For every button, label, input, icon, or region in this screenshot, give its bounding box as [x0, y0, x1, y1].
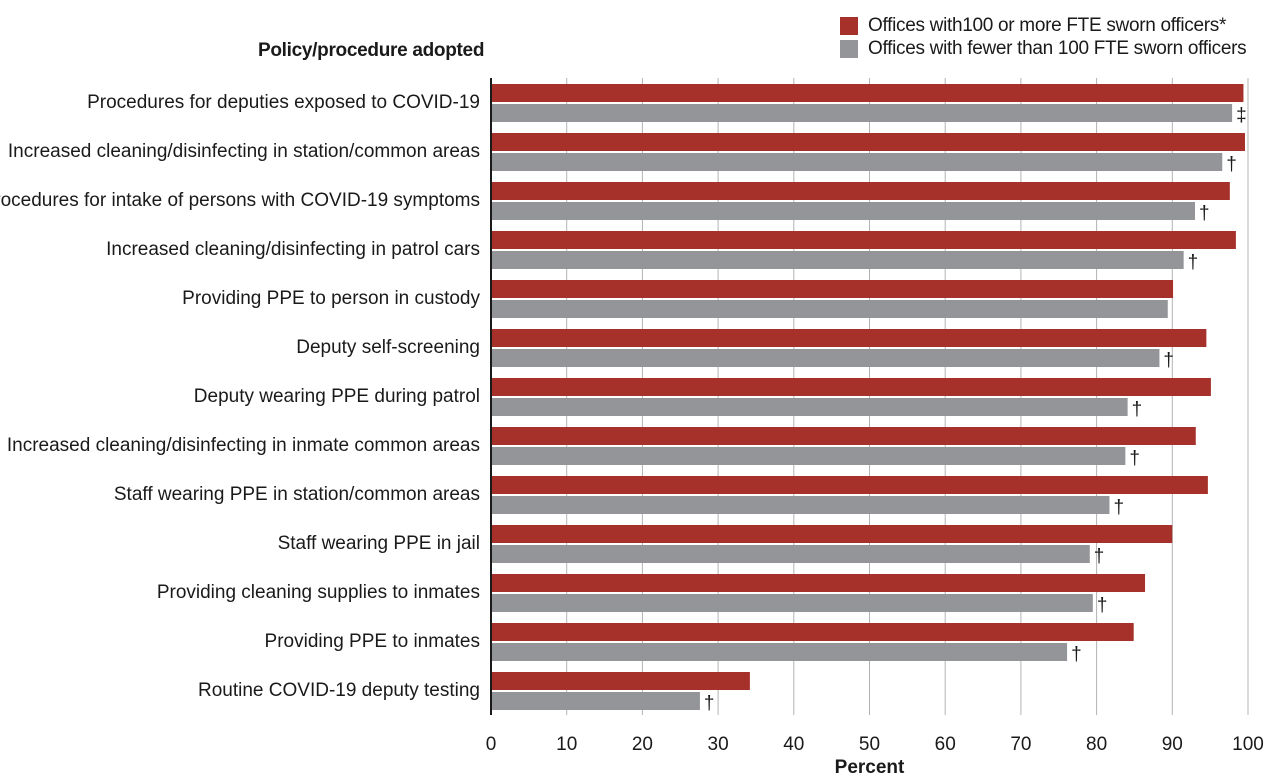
bar-large-offices — [491, 574, 1146, 592]
category-label: Increased cleaning/disinfecting in inmat… — [7, 435, 480, 456]
category-label: Providing PPE to inmates — [265, 631, 480, 652]
category-label: Procedures for intake of persons with CO… — [0, 190, 480, 211]
bar-small-offices — [491, 447, 1126, 465]
category-label: Providing PPE to person in custody — [182, 288, 480, 309]
x-tick-label: 30 — [708, 734, 729, 755]
significance-marker: † — [1199, 203, 1210, 224]
legend-item-large-offices: Offices with100 or more FTE sworn office… — [840, 14, 1246, 37]
bar-large-offices — [491, 427, 1196, 445]
x-tick-label: 50 — [859, 734, 880, 755]
category-label: Routine COVID-19 deputy testing — [198, 680, 480, 701]
bar-large-offices — [491, 378, 1211, 396]
x-tick-label: 100 — [1232, 734, 1264, 755]
bar-large-offices — [491, 329, 1207, 347]
legend-label-small-offices: Offices with fewer than 100 FTE sworn of… — [868, 37, 1247, 59]
x-axis-title: Percent — [835, 757, 905, 778]
category-label: Increased cleaning/disinfecting in patro… — [106, 239, 480, 260]
category-label: Providing cleaning supplies to inmates — [157, 582, 480, 603]
legend-swatch-large-offices — [840, 16, 858, 35]
bar-small-offices — [491, 251, 1184, 269]
legend-label-large-offices: Offices with100 or more FTE sworn office… — [868, 14, 1227, 36]
x-tick-label: 80 — [1086, 734, 1107, 755]
significance-marker: † — [1094, 546, 1105, 567]
x-tick-label: 20 — [632, 734, 653, 755]
bar-small-offices — [491, 202, 1196, 220]
bar-small-offices — [491, 153, 1223, 171]
bar-large-offices — [491, 623, 1134, 641]
category-label: Increased cleaning/disinfecting in stati… — [8, 141, 480, 162]
legend: Offices with100 or more FTE sworn office… — [840, 14, 1247, 60]
bar-large-offices — [491, 133, 1245, 151]
significance-marker: † — [1226, 154, 1237, 175]
category-label: Procedures for deputies exposed to COVID… — [87, 92, 480, 113]
bar-small-offices — [491, 104, 1233, 122]
category-label: Deputy wearing PPE during patrol — [194, 386, 480, 407]
bar-small-offices — [491, 692, 700, 710]
bar-large-offices — [491, 231, 1236, 249]
bar-large-offices — [491, 476, 1208, 494]
significance-marker: † — [1097, 595, 1108, 616]
bar-small-offices — [491, 349, 1160, 367]
significance-marker: † — [1129, 448, 1140, 469]
category-label: Staff wearing PPE in jail — [278, 533, 480, 554]
bar-large-offices — [491, 84, 1244, 102]
x-tick-label: 0 — [486, 734, 497, 755]
category-label: Deputy self-screening — [296, 337, 480, 358]
bar-large-offices — [491, 182, 1230, 200]
bar-large-offices — [491, 672, 750, 690]
significance-marker: † — [1188, 252, 1199, 273]
bar-small-offices — [491, 643, 1068, 661]
x-tick-label: 60 — [935, 734, 956, 755]
legend-swatch-small-offices — [840, 39, 858, 58]
bar-small-offices — [491, 545, 1090, 563]
significance-marker: ‡ — [1236, 105, 1247, 126]
bar-large-offices — [491, 280, 1174, 298]
x-tick-label: 10 — [556, 734, 577, 755]
legend-item-small-offices: Offices with fewer than 100 FTE sworn of… — [840, 37, 1247, 60]
bar-large-offices — [491, 525, 1173, 543]
significance-marker: † — [1163, 350, 1174, 371]
bar-small-offices — [491, 398, 1128, 416]
bar-small-offices — [491, 594, 1093, 612]
category-heading: Policy/procedure adopted — [258, 40, 485, 61]
significance-marker: † — [1132, 399, 1143, 420]
x-tick-label: 90 — [1162, 734, 1183, 755]
category-label: Staff wearing PPE in station/common area… — [114, 484, 480, 505]
significance-marker: † — [1071, 644, 1082, 665]
x-tick-label: 40 — [783, 734, 804, 755]
bar-small-offices — [491, 496, 1110, 514]
bar-small-offices — [491, 300, 1168, 318]
significance-marker: † — [1113, 497, 1124, 518]
x-tick-label: 70 — [1010, 734, 1031, 755]
significance-marker: † — [704, 693, 715, 714]
